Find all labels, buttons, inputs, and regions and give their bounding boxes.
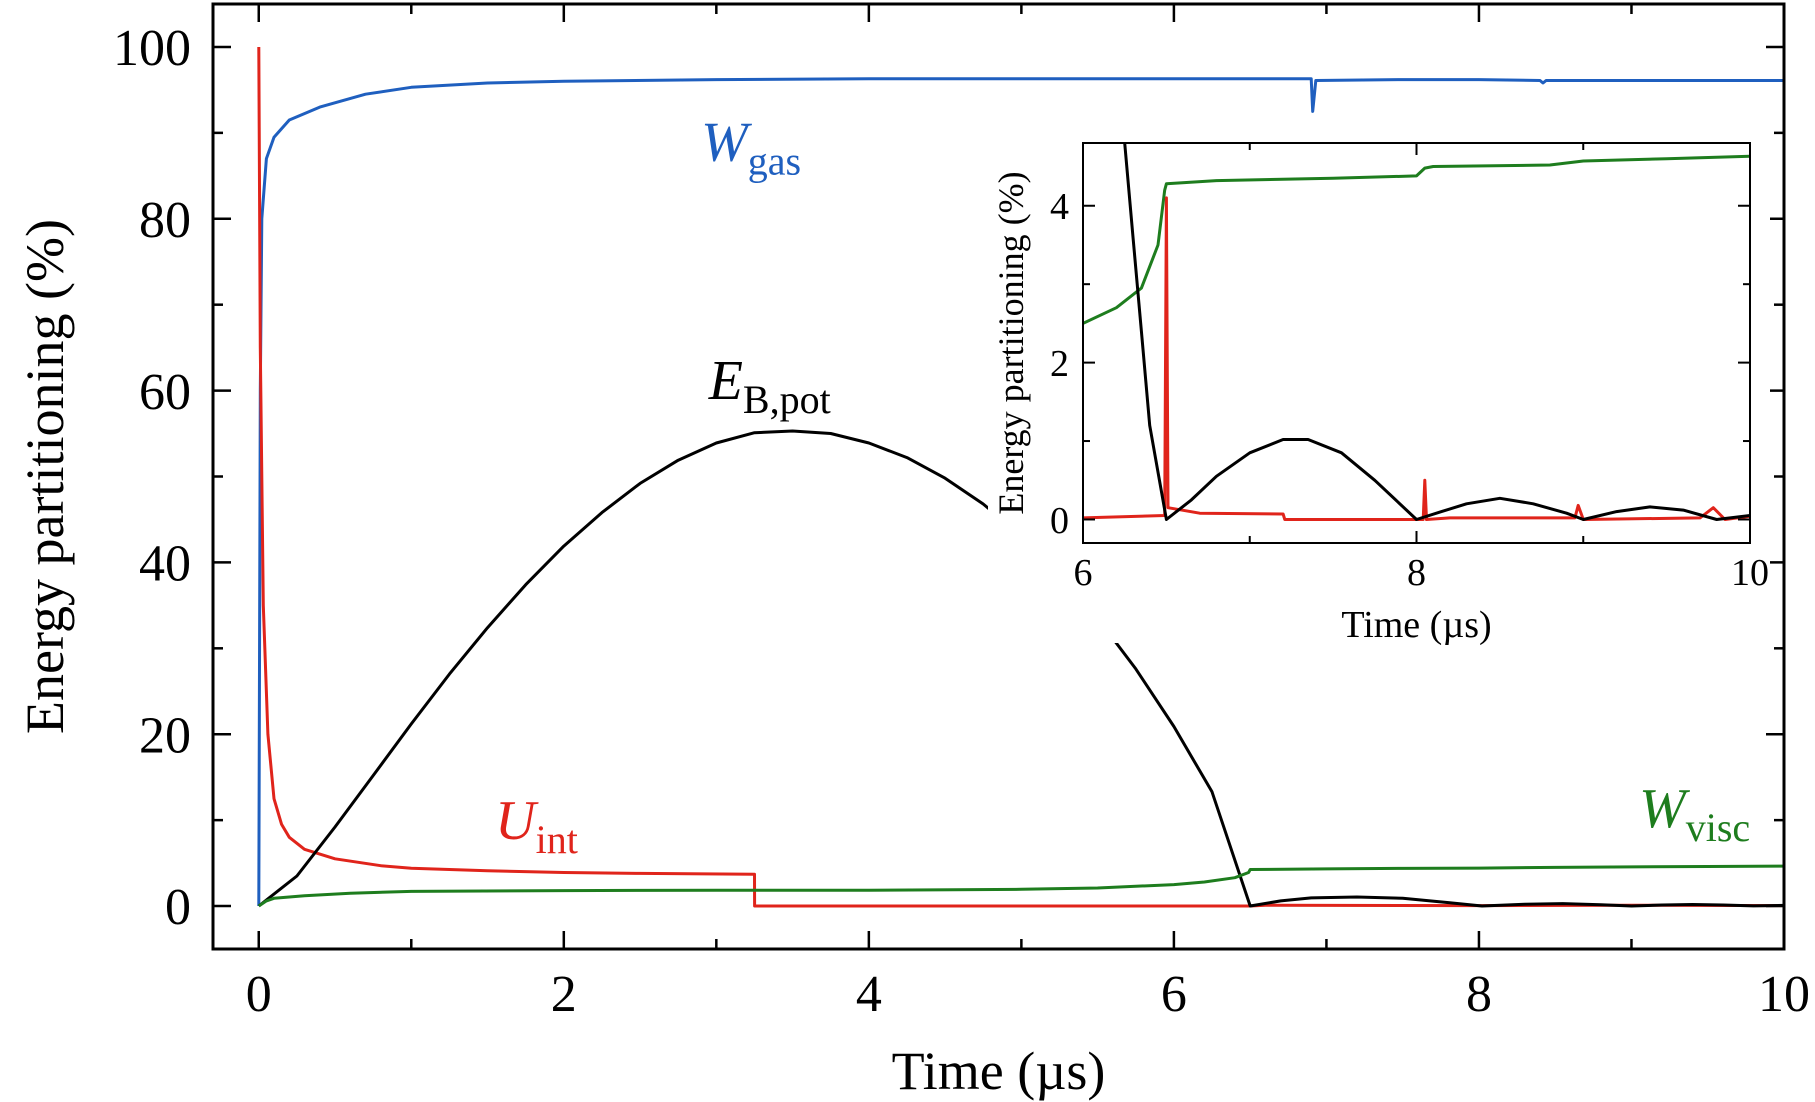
series-label-w-visc: Wvisc [1639,778,1750,850]
series-label-e-b-pot-main: E [708,350,743,412]
inset-series-group [1083,143,1750,521]
inset-y-tick-label: 2 [1050,343,1069,385]
inset-axis-ticks [1082,143,1751,543]
series-label-w-gas-sub: gas [748,138,801,183]
main-x-tick-label: 6 [1161,966,1187,1023]
inset-tick-labels: 6 8 10 0 2 4 [1050,186,1769,594]
main-x-tick-label: 8 [1466,966,1492,1023]
series-label-u-int: Uint [495,790,578,862]
main-y-tick-label: 60 [139,364,191,421]
inset-y-tick-label: 4 [1050,186,1069,228]
main-y-tick-label: 0 [165,879,191,936]
main-series-line-w-visc [257,864,1784,908]
main-y-tick-label: 20 [139,707,191,764]
series-label-w-gas: Wgas [701,111,801,183]
inset-x-tick-label: 8 [1407,552,1426,594]
inset-y-tick-label: 0 [1050,500,1069,542]
series-label-e-b-pot: EB,pot [708,350,831,422]
inset-background [988,133,1770,643]
inset-y-axis-title: Energy partitioning (%) [991,171,1031,514]
inset-series-line-e-b-pot [1123,143,1750,521]
main-series-line-w-gas [257,77,1784,907]
y-axis-title: Energy partitioning (%) [15,219,75,734]
main-x-tick-label: 4 [856,966,882,1023]
main-x-tick-label: 0 [246,966,272,1023]
series-label-w-visc-main: W [1639,778,1690,840]
series-label-w-gas-main: W [701,111,752,173]
inset-plot-panel: 6 8 10 0 2 4 Time (µs) Energy partitioning (%… [988,133,1770,646]
inset-x-tick-label: 6 [1074,552,1093,594]
x-axis-title: Time (µs) [892,1041,1106,1101]
main-x-tick-label: 10 [1758,966,1810,1023]
inset-x-tick-label: 10 [1731,552,1769,594]
series-label-w-visc-sub: visc [1686,805,1750,850]
series-label-e-b-pot-sub: B,pot [743,377,831,422]
main-y-tick-label: 40 [139,536,191,593]
inset-series-line-w-visc [1083,154,1750,325]
main-x-tick-label: 2 [551,966,577,1023]
series-label-u-int-sub: int [536,817,578,862]
series-label-u-int-main: U [495,790,539,852]
inset-x-axis-title: Time (µs) [1341,604,1491,646]
main-axis-ticks [213,4,1786,949]
main-y-tick-label: 100 [113,20,191,77]
main-y-tick-label: 80 [139,192,191,249]
